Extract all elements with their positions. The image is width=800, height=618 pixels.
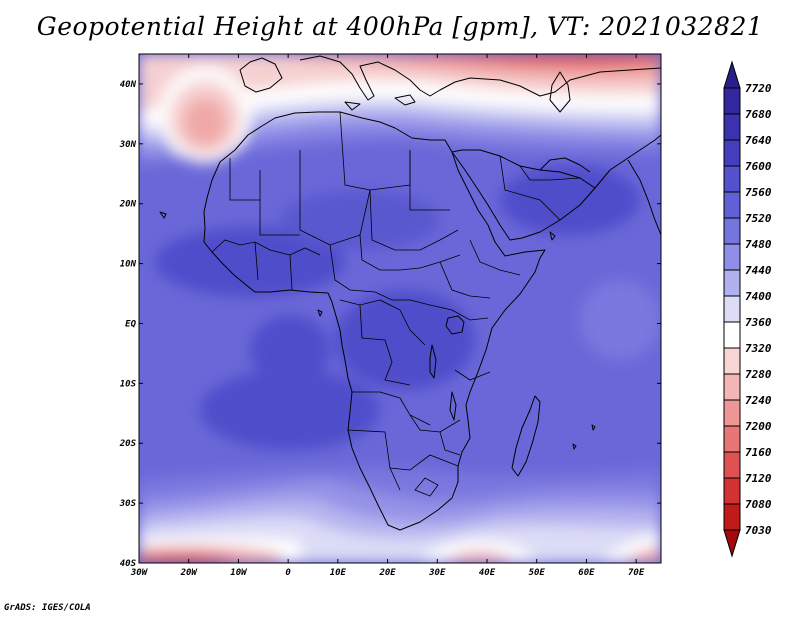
lon-label: 30W	[130, 568, 149, 578]
colorbar-swatch	[723, 295, 741, 323]
plot-frame	[138, 53, 662, 564]
colorbar-swatch	[723, 399, 741, 427]
lon-label: 20W	[180, 568, 199, 578]
colorbar-swatch	[723, 503, 741, 531]
colorbar-swatch	[723, 321, 741, 349]
colorbar-label: 7560	[745, 186, 772, 199]
lon-label: 40E	[479, 568, 496, 578]
lat-label: EQ	[125, 319, 136, 329]
lat-label: 30S	[119, 499, 137, 509]
colorbar-swatch	[723, 451, 741, 479]
lat-label: 10N	[120, 260, 137, 270]
colorbar-label: 7120	[745, 472, 772, 485]
colorbar-label: 7680	[745, 108, 772, 121]
height-field	[139, 54, 661, 563]
map-title: Geopotential Height at 400hPa [gpm], VT:…	[36, 12, 764, 41]
colorbar-label: 7640	[745, 134, 772, 147]
credit-label: GrADS: IGES/COLA	[4, 603, 91, 613]
colorbar: 7720 7680 7640 7600 7560 7520 7480 7440 7400 7360…	[723, 60, 772, 558]
colorbar-label: 7720	[745, 82, 772, 95]
latitude-axis: 40N 30N 20N 10N EQ 10S 20S 30S 40S	[119, 80, 661, 569]
lon-label: 10E	[330, 568, 347, 578]
lat-label: 10S	[120, 379, 137, 389]
colorbar-label: 7520	[745, 212, 772, 225]
lon-label: 50E	[529, 568, 546, 578]
colorbar-label: 7480	[745, 238, 772, 251]
colorbar-label: 7400	[745, 290, 772, 303]
colorbar-swatch	[723, 477, 741, 505]
colorbar-label: 7080	[745, 498, 772, 511]
colorbar-swatch	[723, 373, 741, 401]
colorbar-label: 7600	[745, 160, 772, 173]
colorbar-label: 7200	[745, 420, 772, 433]
colorbar-label: 7320	[745, 342, 772, 355]
colorbar-swatch	[723, 243, 741, 271]
colorbar-label: 7280	[745, 368, 772, 381]
colorbar-label: 7440	[745, 264, 772, 277]
colorbar-swatch	[723, 217, 741, 245]
colorbar-swatch	[723, 191, 741, 219]
colorbar-swatch	[723, 87, 741, 115]
colorbar-label: 7360	[745, 316, 772, 329]
lon-label: 30E	[428, 568, 446, 578]
colorbar-label: 7030	[745, 524, 772, 537]
colorbar-label: 7160	[745, 446, 772, 459]
lat-label: 20N	[119, 200, 137, 210]
colorbar-swatch	[723, 165, 741, 193]
lat-label: 20S	[119, 439, 137, 449]
colorbar-swatch	[723, 113, 741, 141]
lon-label: 10W	[230, 568, 248, 578]
country-borders	[211, 111, 581, 497]
colorbar-swatch	[723, 425, 741, 453]
colorbar-swatch	[723, 529, 741, 558]
lat-label: 40S	[120, 559, 137, 569]
lon-label: 0	[285, 568, 291, 578]
colorbar-swatch	[723, 139, 741, 167]
lon-label: 60E	[578, 568, 595, 578]
lat-label: 30N	[119, 140, 137, 150]
colorbar-swatch	[723, 347, 741, 375]
lat-label: 40N	[120, 80, 137, 90]
lon-label: 70E	[628, 568, 645, 578]
lon-label: 20E	[378, 568, 396, 578]
colorbar-label: 7240	[745, 394, 772, 407]
colorbar-swatch	[723, 269, 741, 297]
colorbar-swatch	[723, 60, 741, 89]
longitude-axis: 30W 20W 10W 0 10E 20E 30E 40E 50E 60E 70E	[130, 54, 645, 578]
